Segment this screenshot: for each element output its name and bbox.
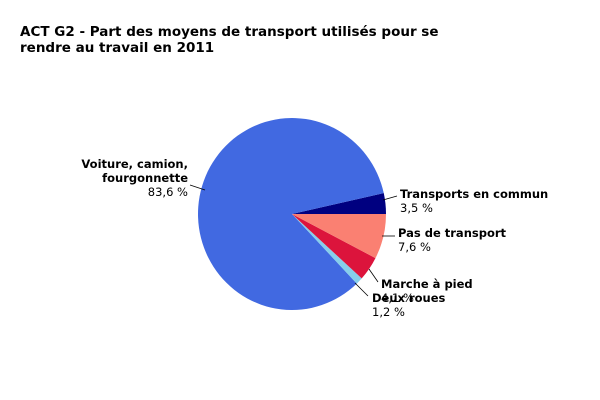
slice-leader-line [368,268,379,283]
slice-value-label: 7,6 % [398,240,431,254]
slice-leader-line [189,184,206,191]
slice-name: Pas de transport [398,226,507,240]
slice-leader-line [354,282,369,297]
slice-name: fourgonnette [102,171,188,185]
pie-slice [292,214,386,259]
slice-name: Deux roues [372,291,446,305]
slice-name: Marche à pied [381,277,473,291]
slice-label: Pas de transport 7,6 % [398,226,507,254]
pie-slice [198,118,384,311]
pie-slice [292,214,362,284]
slice-label: Deux roues 1,2 % [372,291,446,319]
slice-name: Voiture, camion, [81,157,188,171]
slice-label: Voiture, camion, fourgonnette 83,6 % [81,157,188,199]
slice-label: Marche à pied 4,1 % [381,277,473,305]
slice-name: Transports en commun [400,187,548,201]
slice-label: Transports en commun 3,5 % [400,187,548,215]
slice-value-label: 1,2 % [372,305,405,319]
slice-value-label: 83,6 % [148,185,188,199]
slice-value-label: 4,1 % [381,291,414,305]
pie-slice [292,193,386,214]
chart-title: ACT G2 - Part des moyens de transport ut… [20,24,439,56]
slice-value-label: 3,5 % [400,201,433,215]
slice-leader-line [382,195,398,201]
pie-slice [292,214,376,279]
